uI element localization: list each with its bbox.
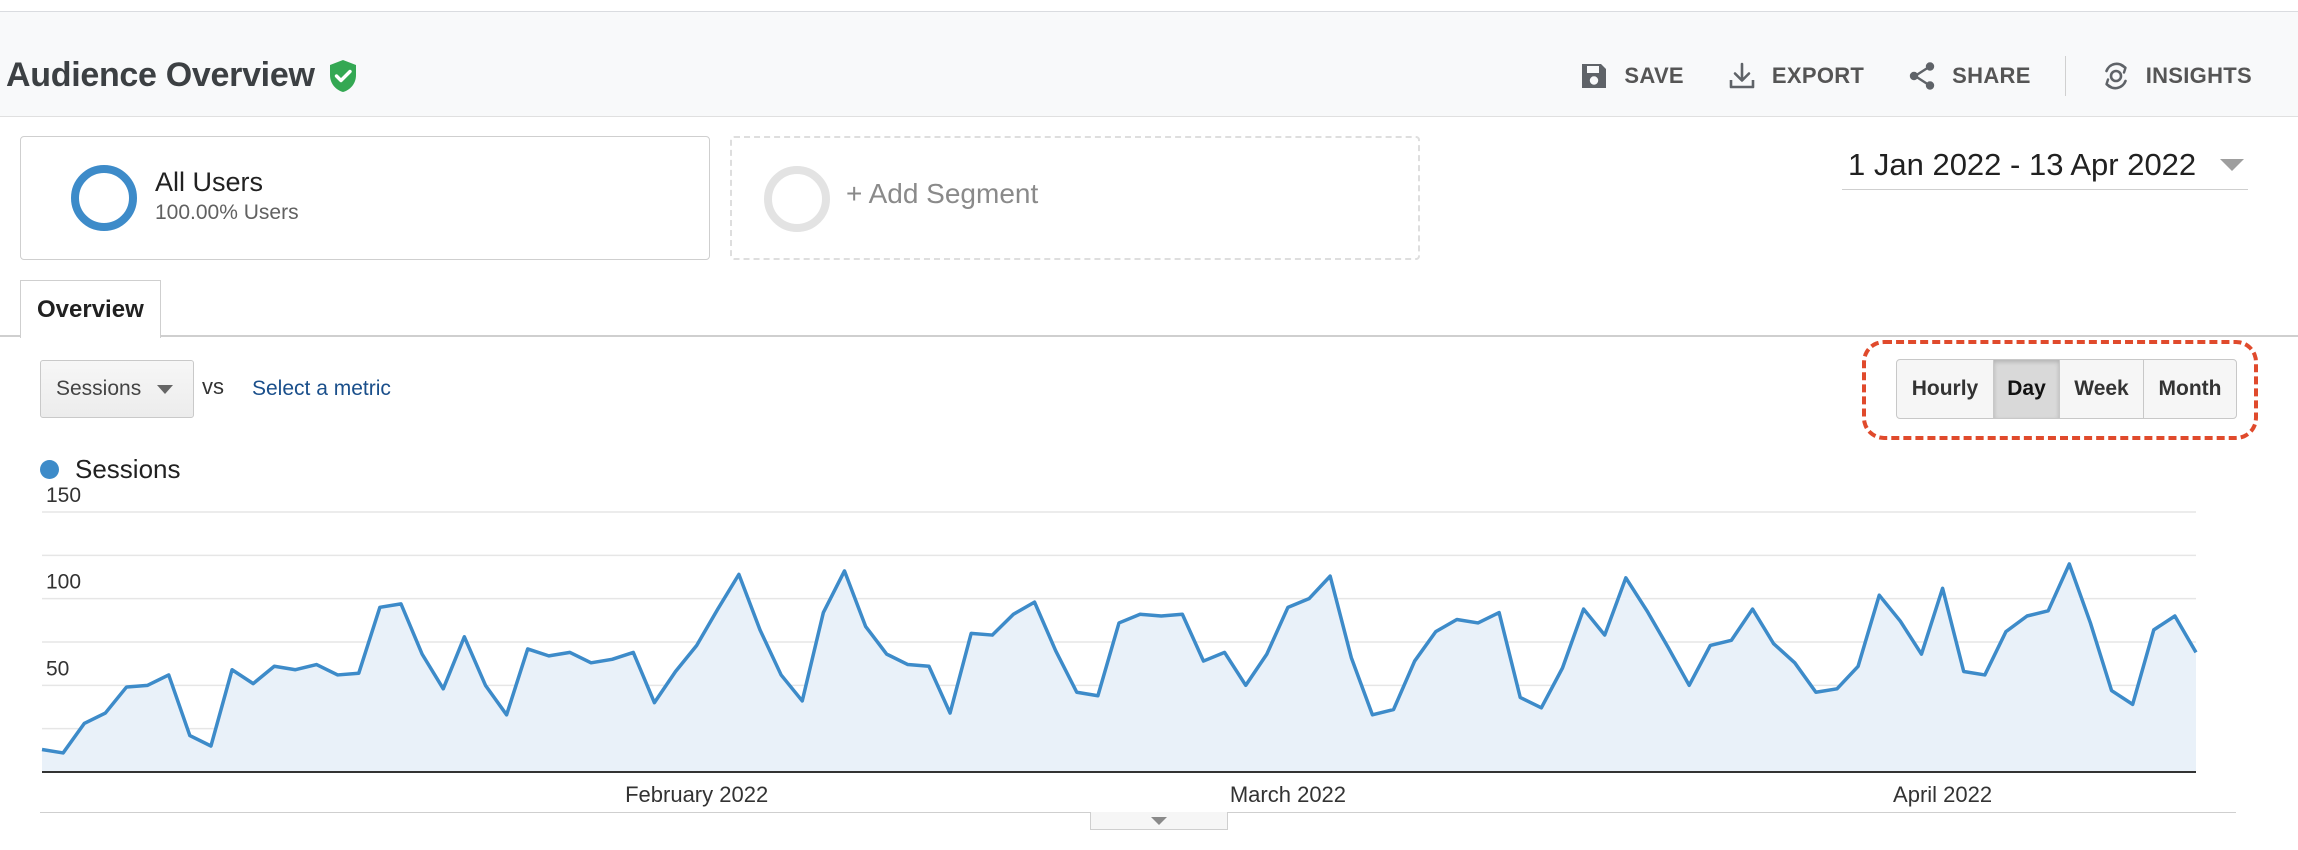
sessions-chart: 50 100 150 February 2022 March 2022 April 202… [41,484,2198,807]
download-icon [1729,62,1755,89]
header-actions: SAVE EXPORT SHARE [1536,56,2252,96]
shield-check-icon [329,59,356,92]
y-tick-label: 100 [46,571,81,594]
insights-icon [2104,62,2127,90]
insights-label: INSIGHTS [2145,63,2252,88]
select-metric-link[interactable]: Select a metric [252,377,391,400]
export-button[interactable]: EXPORT [1726,60,1864,92]
day-button[interactable]: Day [1993,360,2059,418]
metric-select[interactable]: Sessions [40,360,194,418]
share-label: SHARE [1952,63,2031,88]
empty-segment-ring-icon [764,166,830,232]
tab-overview[interactable]: Overview [20,280,161,338]
granularity-toggle: Hourly Day Week Month [1896,359,2237,419]
x-tick-label: April 2022 [1893,782,1992,807]
report-header: Audience Overview SAVE EXPORT [0,12,2298,117]
legend-marker [40,460,59,479]
week-button[interactable]: Week [2059,360,2143,418]
share-icon [1909,62,1935,90]
tab-bar: Overview [0,280,2298,338]
metric-select-label: Sessions [56,377,142,400]
chevron-down-icon [157,384,174,394]
insights-button[interactable]: INSIGHTS [2100,60,2252,92]
sessions-area [42,564,2196,772]
date-range-label: 1 Jan 2022 - 13 Apr 2022 [1848,146,2197,182]
actions-divider [2064,56,2066,96]
add-segment-button[interactable]: + Add Segment [730,136,1420,260]
add-segment-label: + Add Segment [846,178,1039,209]
segment-all-users[interactable]: All Users 100.00% Users [20,136,710,260]
save-icon [1582,64,1607,88]
export-label: EXPORT [1771,63,1865,88]
hourly-button[interactable]: Hourly [1911,377,1979,400]
chevron-down-icon [2220,158,2244,171]
tab-overview-label: Overview [37,295,144,323]
y-tick-label: 50 [46,657,69,680]
save-label: SAVE [1624,63,1684,88]
segment-subtitle: 100.00% Users [155,201,299,224]
title-group: Audience Overview [6,56,359,95]
vs-label: vs [202,374,224,399]
x-tick-label: March 2022 [1230,782,1346,807]
segment-ring-icon [71,165,137,231]
segment-name: All Users [155,167,264,197]
legend-label: Sessions [75,454,181,484]
date-range-picker[interactable]: 1 Jan 2022 - 13 Apr 2022 [1842,140,2248,190]
save-button[interactable]: SAVE [1578,60,1684,92]
share-button[interactable]: SHARE [1906,60,2031,92]
y-tick-label: 150 [46,484,81,507]
chart-collapse-handle[interactable] [1090,812,1228,830]
month-button[interactable]: Month [2143,360,2236,418]
chart-legend: Sessions [40,454,181,485]
granularity-highlight [1862,340,2258,440]
page-title: Audience Overview [6,56,315,94]
x-tick-label: February 2022 [625,782,768,807]
chevron-down-icon [1151,816,1167,825]
sessions-series-line [41,562,2198,755]
top-border [0,0,2298,12]
